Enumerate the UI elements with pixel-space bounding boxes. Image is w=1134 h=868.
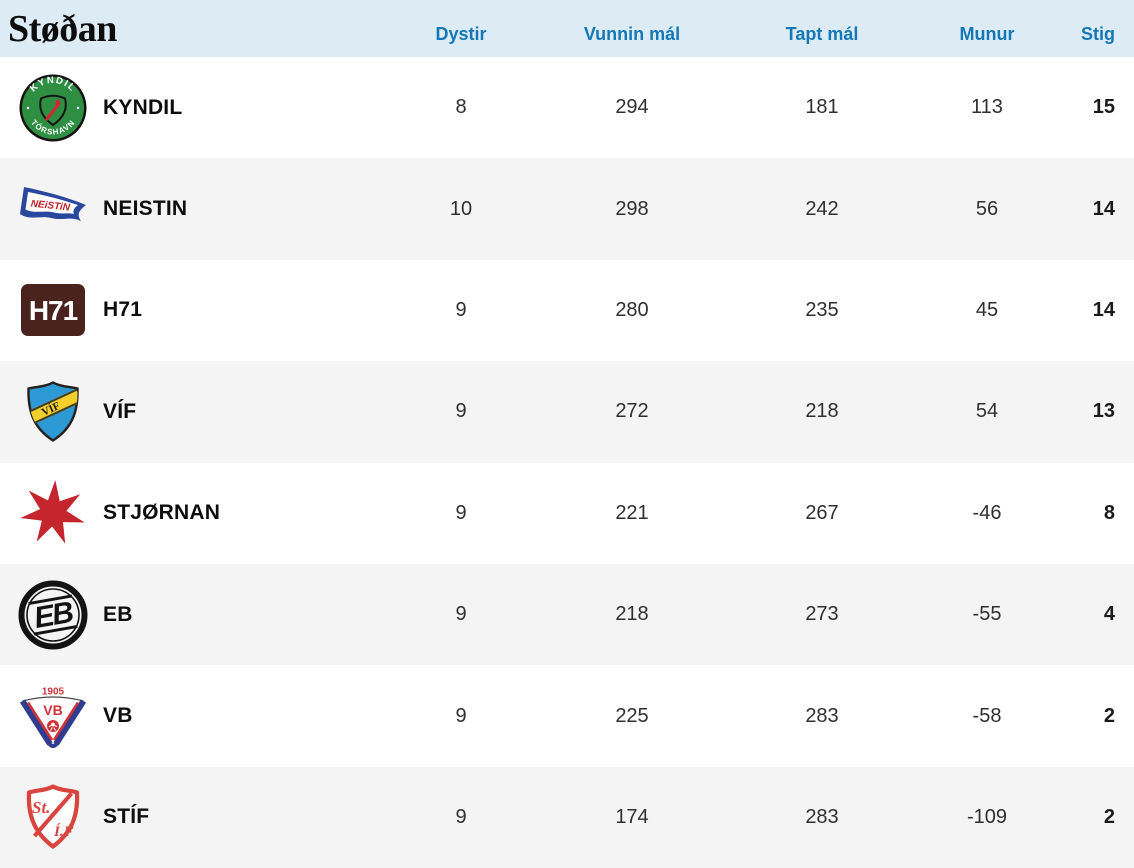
vb-logo-icon: 1905 VB [19,687,87,749]
table-header: Støðan Dystir Vunnin mál Tapt mál Munur … [0,0,1134,57]
stif-logo-icon: St. Í.F [26,784,80,850]
cell-dystir: 9 [455,704,467,727]
cell-tapt-mal: 273 [805,603,839,626]
team-name: STÍF [103,805,150,829]
cell-tapt-mal: 242 [805,197,839,220]
cell-dystir: 10 [449,197,473,220]
cell-vunnin-mal: 272 [615,400,649,423]
team-logo: KYNDIL TÓRSHAVN [18,73,88,143]
cell-munur: -109 [966,805,1008,828]
cell-munur: 113 [971,96,1003,119]
table-row-stjornan: STJØRNAN 9 221 267 -46 8 [0,462,1134,564]
h71-logo-icon: H71 [21,284,85,337]
cell-stig: 14 [1092,298,1115,321]
column-header-vunnin-mal: Vunnin mál [583,24,681,44]
team-cell: EB EB [0,580,380,650]
eb-logo-icon: EB [18,580,88,650]
svg-text:1905: 1905 [42,687,65,698]
column-header-tapt-mal: Tapt mál [785,24,859,44]
table-row-neistin: NEiSTiN NEISTIN 10 298 242 56 14 [0,158,1134,260]
cell-dystir: 9 [455,298,467,321]
cell-stig: 2 [1103,704,1115,727]
cell-vunnin-mal: 218 [615,603,649,626]
cell-vunnin-mal: 174 [615,805,649,828]
cell-stig: 4 [1103,603,1115,626]
stjornan-logo-icon [20,480,85,544]
cell-vunnin-mal: 294 [615,96,649,119]
cell-dystir: 8 [455,96,467,119]
cell-tapt-mal: 283 [805,805,839,828]
team-cell: STJØRNAN [0,478,380,548]
cell-dystir: 9 [455,400,467,423]
team-logo: H71 [18,275,88,345]
column-header-stig: Stig [1081,24,1115,44]
svg-text:St.: St. [32,798,50,817]
team-name: STJØRNAN [103,501,221,525]
team-logo: VÍF [18,377,88,447]
cell-stig: 2 [1103,805,1115,828]
team-cell: St. Í.F STÍF [0,782,380,852]
column-header-dystir: Dystir [435,24,487,44]
cell-munur: 54 [975,400,999,423]
cell-tapt-mal: 235 [805,298,839,321]
cell-dystir: 9 [455,805,467,828]
cell-dystir: 9 [455,501,467,524]
cell-tapt-mal: 267 [805,501,839,524]
team-name: VÍF [103,399,137,423]
team-logo: St. Í.F [18,782,88,852]
team-name: NEISTIN [103,197,188,221]
table-row-eb: EB EB 9 218 273 -55 4 [0,563,1134,666]
team-name: EB [103,602,133,626]
cell-vunnin-mal: 225 [615,704,649,727]
team-cell: H71 H71 [0,275,380,345]
team-cell: VÍF VÍF [0,377,380,447]
team-logo [18,478,88,548]
vif-logo-icon: VÍF [27,380,79,442]
team-logo: NEiSTiN [18,174,88,244]
svg-text:EB: EB [32,595,76,634]
cell-vunnin-mal: 280 [615,298,649,321]
standings-rows: KYNDIL TÓRSHAVN KYNDIL 8 294 181 113 15 … [0,57,1134,868]
team-cell: NEiSTiN NEISTIN [0,174,380,244]
cell-munur: 56 [975,197,999,220]
team-cell: 1905 VB VB [0,681,380,751]
cell-stig: 15 [1092,96,1115,119]
team-logo: 1905 VB [18,681,88,751]
cell-stig: 13 [1092,400,1115,423]
cell-dystir: 9 [455,603,467,626]
column-header-munur: Munur [959,24,1015,44]
title-cell: Støðan [0,10,380,48]
cell-munur: -46 [972,501,1002,524]
cell-tapt-mal: 283 [805,704,839,727]
team-cell: KYNDIL TÓRSHAVN KYNDIL [0,73,380,143]
neistin-logo-icon: NEiSTiN [20,187,86,222]
svg-text:NEiSTiN: NEiSTiN [30,199,71,214]
cell-stig: 14 [1092,197,1115,220]
svg-text:VB: VB [43,702,62,718]
cell-tapt-mal: 181 [805,96,839,119]
svg-text:H71: H71 [29,295,78,326]
team-name: H71 [103,298,143,322]
cell-tapt-mal: 218 [805,400,839,423]
team-name: VB [103,704,133,728]
cell-stig: 8 [1103,501,1115,524]
svg-text:Í.F: Í.F [53,823,74,840]
kyndil-logo-icon: KYNDIL TÓRSHAVN [19,74,87,142]
cell-vunnin-mal: 221 [615,501,649,524]
cell-munur: 45 [975,298,999,321]
cell-munur: -58 [972,704,1002,727]
table-row-kyndil: KYNDIL TÓRSHAVN KYNDIL 8 294 181 113 15 [0,57,1134,159]
table-row-h71: H71 H71 9 280 235 45 14 [0,259,1134,362]
page-title: Støðan [8,7,117,50]
team-logo: EB [18,580,88,650]
cell-vunnin-mal: 298 [615,197,649,220]
cell-munur: -55 [972,603,1002,626]
team-name: KYNDIL [103,95,183,119]
table-row-vb: 1905 VB VB 9 225 283 -58 2 [0,665,1134,767]
table-row-vif: VÍF VÍF 9 272 218 54 13 [0,361,1134,463]
table-row-stif: St. Í.F STÍF 9 174 283 -109 2 [0,766,1134,868]
